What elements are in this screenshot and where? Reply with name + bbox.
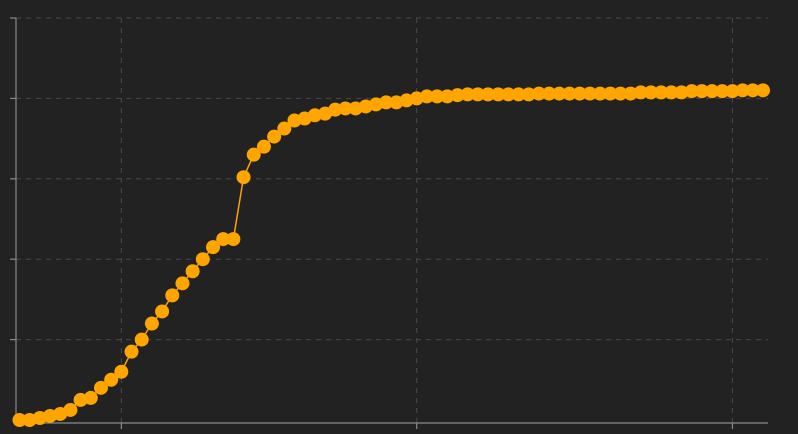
data-point-36 bbox=[379, 95, 394, 110]
data-point-65 bbox=[674, 85, 689, 100]
data-point-7 bbox=[83, 390, 98, 405]
data-point-48 bbox=[501, 87, 516, 102]
data-point-42 bbox=[440, 89, 455, 104]
data-point-54 bbox=[562, 86, 577, 101]
data-point-61 bbox=[633, 85, 648, 100]
data-point-22 bbox=[236, 170, 251, 185]
data-point-70 bbox=[725, 84, 740, 99]
data-point-45 bbox=[470, 87, 485, 102]
data-point-57 bbox=[593, 86, 608, 101]
data-point-71 bbox=[735, 83, 750, 98]
data-point-51 bbox=[531, 86, 546, 101]
data-point-50 bbox=[521, 87, 536, 102]
data-point-20 bbox=[216, 232, 231, 247]
data-point-69 bbox=[715, 84, 730, 99]
data-point-41 bbox=[430, 89, 445, 104]
data-point-31 bbox=[328, 102, 343, 117]
data-point-32 bbox=[338, 101, 353, 116]
data-point-46 bbox=[481, 87, 496, 102]
data-point-60 bbox=[623, 86, 638, 101]
data-point-10 bbox=[114, 364, 129, 379]
data-point-53 bbox=[552, 86, 567, 101]
data-point-23 bbox=[246, 147, 261, 162]
data-point-58 bbox=[603, 86, 618, 101]
data-point-18 bbox=[195, 252, 210, 267]
data-point-73 bbox=[756, 83, 770, 98]
data-point-12 bbox=[134, 332, 149, 347]
data-point-15 bbox=[165, 288, 180, 303]
data-point-62 bbox=[643, 85, 658, 100]
data-point-59 bbox=[613, 86, 628, 101]
series-group bbox=[12, 83, 770, 427]
data-point-11 bbox=[124, 344, 139, 359]
data-point-16 bbox=[175, 276, 190, 291]
data-point-67 bbox=[694, 84, 709, 99]
data-point-19 bbox=[206, 240, 221, 255]
data-point-43 bbox=[450, 88, 465, 103]
data-point-47 bbox=[491, 87, 506, 102]
data-point-25 bbox=[267, 129, 282, 144]
data-point-72 bbox=[745, 83, 760, 98]
data-point-21 bbox=[226, 232, 241, 247]
data-point-24 bbox=[256, 139, 271, 154]
data-point-64 bbox=[664, 85, 679, 100]
axes bbox=[15, 18, 768, 424]
data-point-0 bbox=[12, 413, 27, 427]
data-point-26 bbox=[277, 121, 292, 136]
data-point-49 bbox=[511, 87, 526, 102]
data-point-66 bbox=[684, 84, 699, 99]
data-point-63 bbox=[654, 85, 669, 100]
data-point-68 bbox=[705, 84, 720, 99]
data-point-8 bbox=[93, 380, 108, 395]
data-point-17 bbox=[185, 264, 200, 279]
data-point-40 bbox=[419, 89, 434, 104]
data-point-56 bbox=[582, 86, 597, 101]
data-point-9 bbox=[104, 372, 119, 387]
data-point-5 bbox=[63, 402, 78, 417]
grid bbox=[16, 17, 768, 423]
data-point-55 bbox=[572, 86, 587, 101]
data-point-52 bbox=[542, 86, 557, 101]
data-point-14 bbox=[155, 304, 170, 319]
tick-marks bbox=[10, 17, 734, 429]
data-point-13 bbox=[144, 316, 159, 331]
data-point-44 bbox=[460, 87, 475, 102]
